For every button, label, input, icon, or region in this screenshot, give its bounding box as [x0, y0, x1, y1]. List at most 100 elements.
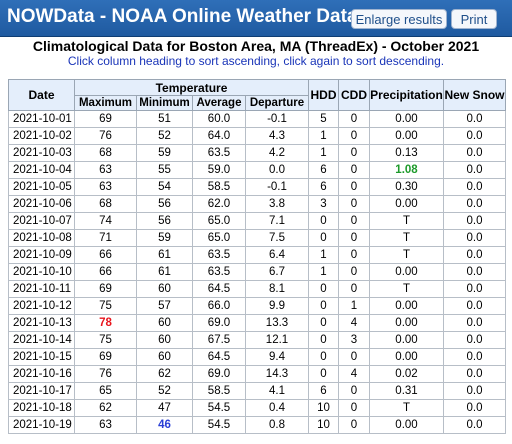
cell-maximum: 78: [74, 314, 137, 332]
cell-maximum: 76: [74, 127, 137, 145]
column-header-new-snow[interactable]: New Snow: [443, 79, 506, 111]
cell-date: 2021-10-09: [8, 246, 75, 264]
cell-average: 58.5: [192, 178, 246, 196]
cell-cdd: 0: [338, 280, 370, 298]
cell-date: 2021-10-12: [8, 297, 75, 315]
column-header-date[interactable]: Date: [8, 79, 75, 111]
cell-precipitation: T: [369, 280, 444, 298]
cell-minimum: 46: [136, 416, 193, 434]
cell-hdd: 0: [308, 229, 339, 247]
cell-precipitation: 0.00: [369, 110, 444, 128]
cell-hdd: 6: [308, 178, 339, 196]
column-header-departure[interactable]: Departure: [245, 95, 309, 111]
cell-departure: 0.0: [245, 161, 309, 179]
cell-departure: 4.2: [245, 144, 309, 162]
column-header-maximum[interactable]: Maximum: [74, 95, 137, 111]
cell-precipitation: T: [369, 212, 444, 230]
cell-average: 65.0: [192, 229, 246, 247]
cell-departure: 6.7: [245, 263, 309, 281]
cell-date: 2021-10-16: [8, 365, 75, 383]
cell-minimum: 56: [136, 212, 193, 230]
column-header-precipitation[interactable]: Precipitation: [369, 79, 444, 111]
print-button[interactable]: Print: [451, 9, 497, 29]
cell-hdd: 1: [308, 246, 339, 264]
cell-departure: 9.9: [245, 297, 309, 315]
table-row: 2021-10-10 66 61 63.5 6.7 1 0 0.00 0.0: [8, 263, 506, 281]
cell-cdd: 0: [338, 144, 370, 162]
cell-hdd: 1: [308, 144, 339, 162]
cell-new-snow: 0.0: [443, 195, 506, 213]
cell-departure: 13.3: [245, 314, 309, 332]
cell-hdd: 10: [308, 416, 339, 434]
cell-maximum: 69: [74, 110, 137, 128]
cell-departure: -0.1: [245, 110, 309, 128]
cell-hdd: 0: [308, 212, 339, 230]
cell-maximum: 65: [74, 382, 137, 400]
table-row: 2021-10-05 63 54 58.5 -0.1 6 0 0.30 0.0: [8, 178, 506, 196]
cell-minimum: 54: [136, 178, 193, 196]
table-row: 2021-10-03 68 59 63.5 4.2 1 0 0.13 0.0: [8, 144, 506, 162]
cell-maximum: 75: [74, 297, 137, 315]
cell-precipitation: 0.30: [369, 178, 444, 196]
cell-maximum: 66: [74, 263, 137, 281]
cell-new-snow: 0.0: [443, 178, 506, 196]
cell-average: 58.5: [192, 382, 246, 400]
cell-cdd: 0: [338, 178, 370, 196]
cell-departure: -0.1: [245, 178, 309, 196]
cell-cdd: 1: [338, 297, 370, 315]
cell-minimum: 60: [136, 280, 193, 298]
climate-table: Date Temperature HDD CDD Precipitation N…: [8, 79, 506, 434]
cell-precipitation: 0.13: [369, 144, 444, 162]
header-row-sub: Maximum Minimum Average Departure: [9, 95, 506, 111]
cell-new-snow: 0.0: [443, 297, 506, 315]
enlarge-results-button[interactable]: Enlarge results: [351, 9, 447, 29]
cell-date: 2021-10-18: [8, 399, 75, 417]
cell-minimum: 56: [136, 195, 193, 213]
table-row: 2021-10-19 63 46 54.5 0.8 10 0 0.00 0.0: [8, 416, 506, 434]
cell-new-snow: 0.0: [443, 348, 506, 366]
column-header-cdd[interactable]: CDD: [338, 79, 370, 111]
cell-minimum: 51: [136, 110, 193, 128]
cell-date: 2021-10-01: [8, 110, 75, 128]
cell-precipitation: 0.00: [369, 127, 444, 145]
cell-minimum: 59: [136, 229, 193, 247]
column-header-average[interactable]: Average: [192, 95, 246, 111]
cell-maximum: 68: [74, 195, 137, 213]
cell-new-snow: 0.0: [443, 382, 506, 400]
cell-minimum: 60: [136, 331, 193, 349]
cell-precipitation: 0.00: [369, 348, 444, 366]
table-row: 2021-10-01 69 51 60.0 -0.1 5 0 0.00 0.0: [8, 110, 506, 128]
cell-hdd: 5: [308, 110, 339, 128]
cell-departure: 9.4: [245, 348, 309, 366]
cell-maximum: 63: [74, 416, 137, 434]
column-header-minimum[interactable]: Minimum: [136, 95, 193, 111]
cell-date: 2021-10-06: [8, 195, 75, 213]
cell-average: 64.0: [192, 127, 246, 145]
cell-maximum: 76: [74, 365, 137, 383]
cell-average: 67.5: [192, 331, 246, 349]
column-header-hdd[interactable]: HDD: [308, 79, 339, 111]
table-row: 2021-10-06 68 56 62.0 3.8 3 0 0.00 0.0: [8, 195, 506, 213]
cell-new-snow: 0.0: [443, 110, 506, 128]
table-row: 2021-10-07 74 56 65.0 7.1 0 0 T 0.0: [8, 212, 506, 230]
climate-table-container: Date Temperature HDD CDD Precipitation N…: [8, 79, 506, 434]
table-row: 2021-10-16 76 62 69.0 14.3 0 4 0.02 0.0: [8, 365, 506, 383]
cell-cdd: 0: [338, 382, 370, 400]
cell-average: 59.0: [192, 161, 246, 179]
table-row: 2021-10-18 62 47 54.5 0.4 10 0 T 0.0: [8, 399, 506, 417]
cell-departure: 3.8: [245, 195, 309, 213]
cell-precipitation: 0.00: [369, 314, 444, 332]
cell-departure: 4.1: [245, 382, 309, 400]
cell-average: 63.5: [192, 144, 246, 162]
cell-date: 2021-10-05: [8, 178, 75, 196]
cell-departure: 4.3: [245, 127, 309, 145]
table-row: 2021-10-02 76 52 64.0 4.3 1 0 0.00 0.0: [8, 127, 506, 145]
cell-date: 2021-10-14: [8, 331, 75, 349]
cell-average: 69.0: [192, 365, 246, 383]
cell-minimum: 57: [136, 297, 193, 315]
cell-departure: 7.1: [245, 212, 309, 230]
app-header: NOWData - NOAA Online Weather Data Enlar…: [0, 0, 512, 37]
table-row: 2021-10-08 71 59 65.0 7.5 0 0 T 0.0: [8, 229, 506, 247]
cell-hdd: 0: [308, 331, 339, 349]
cell-minimum: 52: [136, 127, 193, 145]
